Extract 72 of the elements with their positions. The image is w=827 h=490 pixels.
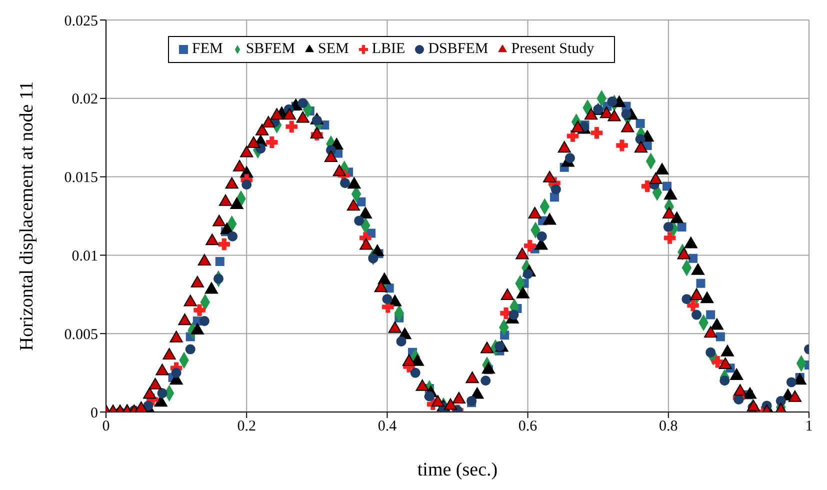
- point: [524, 240, 536, 252]
- point: [396, 336, 406, 346]
- point: [480, 376, 491, 386]
- point: [424, 391, 434, 402]
- point: [590, 127, 603, 139]
- point: [382, 294, 392, 304]
- point: [607, 96, 618, 107]
- point: [636, 118, 645, 128]
- point: [712, 356, 724, 368]
- point: [218, 238, 230, 250]
- point: [687, 300, 699, 312]
- x-tick-label: 0: [102, 418, 110, 435]
- point: [228, 231, 238, 242]
- legend-label: LBIE: [372, 41, 406, 57]
- point: [635, 134, 646, 144]
- legend-label: FEM: [192, 41, 223, 57]
- legend-label: Present Study: [511, 41, 594, 57]
- point: [550, 192, 560, 202]
- point: [368, 253, 378, 264]
- point: [298, 98, 308, 108]
- point: [662, 182, 672, 191]
- y-tick-label: 0.015: [64, 170, 98, 186]
- point: [171, 368, 182, 378]
- point: [655, 163, 669, 175]
- point: [286, 120, 298, 132]
- y-tick-label: 0.025: [64, 13, 98, 30]
- x-tick-label: 0.4: [378, 418, 398, 435]
- y-tick-label: 0.005: [64, 326, 98, 343]
- x-tick-label: 0.6: [518, 418, 538, 435]
- point: [706, 310, 716, 320]
- y-tick-label: 0.02: [72, 92, 98, 108]
- point: [185, 344, 196, 354]
- point: [664, 232, 676, 244]
- point: [213, 274, 224, 284]
- y-axis-title: Horizontal displacement at node 11: [16, 81, 38, 351]
- x-tick-label: 0.2: [237, 418, 256, 435]
- point: [194, 304, 206, 316]
- point: [340, 178, 350, 188]
- legend-label: SEM: [318, 41, 349, 57]
- point: [410, 368, 420, 378]
- point: [230, 198, 244, 210]
- point: [663, 222, 674, 232]
- point: [566, 130, 579, 142]
- point: [716, 332, 725, 342]
- point: [266, 136, 278, 148]
- legend-label: SBFEM: [246, 41, 296, 57]
- point: [536, 231, 547, 242]
- point: [677, 222, 686, 232]
- point: [242, 180, 252, 190]
- point: [720, 376, 730, 386]
- y-tick-label: 0.01: [72, 248, 98, 265]
- point: [616, 140, 628, 152]
- point: [688, 254, 698, 263]
- point: [706, 347, 716, 358]
- point: [508, 310, 519, 320]
- x-axis-title: time (sec.): [417, 459, 498, 480]
- point: [356, 197, 366, 206]
- y-tick-label: 0: [90, 405, 98, 422]
- point: [692, 310, 702, 320]
- point: [786, 377, 796, 388]
- point: [696, 278, 706, 288]
- point: [157, 388, 168, 398]
- point: [682, 294, 692, 304]
- point: [776, 396, 786, 406]
- legend-label: DSBFEM: [428, 41, 488, 57]
- point: [354, 216, 364, 226]
- point: [199, 316, 210, 326]
- x-tick-label: 1: [805, 418, 813, 435]
- point: [564, 152, 575, 163]
- x-tick-label: 0.8: [659, 418, 678, 435]
- point: [215, 256, 224, 266]
- point: [550, 184, 561, 194]
